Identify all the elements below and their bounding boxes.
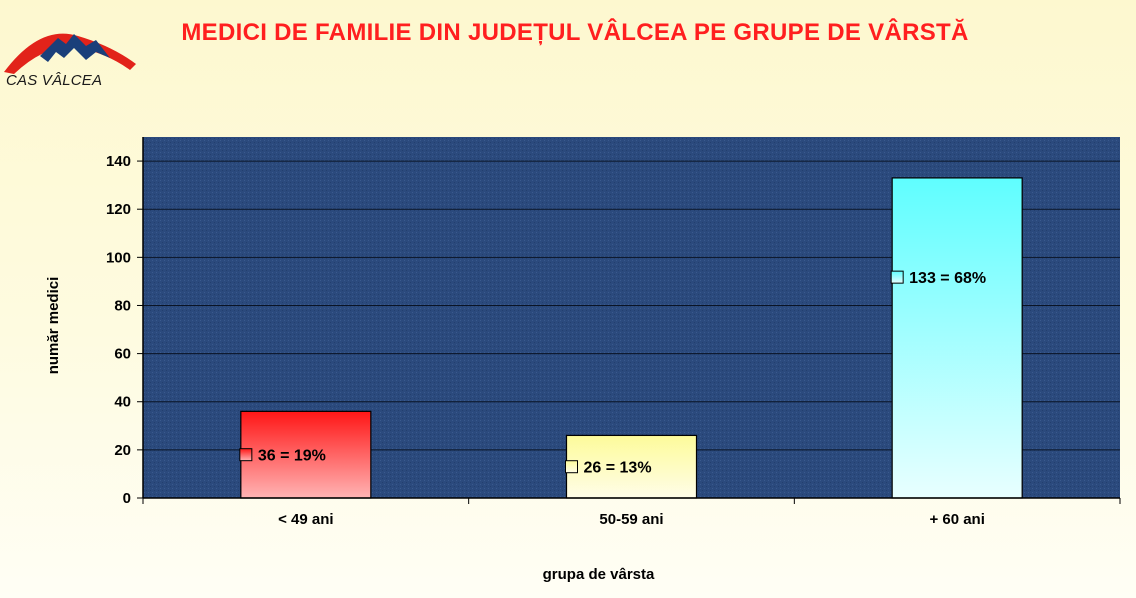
cas-valcea-logo — [4, 33, 136, 74]
y-tick-label: 120 — [106, 201, 131, 218]
chart-title: MEDICI DE FAMILIE DIN JUDEȚUL VÂLCEA PE … — [181, 19, 969, 46]
data-label-marker — [890, 270, 904, 284]
data-label: 133 = 68% — [909, 270, 986, 287]
x-tick-labels: < 49 ani 50-59 ani + 60 ani — [278, 511, 985, 528]
data-label-marker — [239, 448, 253, 462]
x-tick-label: 50-59 ani — [599, 511, 663, 528]
x-axis-title: grupa de vârsta — [543, 566, 655, 583]
axes — [137, 137, 1121, 504]
data-label: 26 = 13% — [584, 460, 652, 477]
y-tick-labels: 0 20 40 60 80 100 120 140 — [106, 153, 131, 507]
bar — [891, 177, 1023, 499]
y-tick-label: 140 — [106, 153, 131, 170]
y-tick-label: 100 — [106, 249, 131, 266]
data-label-marker — [565, 460, 578, 474]
y-tick-label: 80 — [114, 297, 131, 314]
y-tick-label: 20 — [114, 442, 131, 459]
y-tick-label: 60 — [114, 346, 131, 363]
logo-text: CAS VÂLCEA — [6, 72, 103, 89]
x-tick-label: + 60 ani — [929, 511, 984, 528]
x-tick-label: < 49 ani — [278, 511, 333, 528]
y-tick-label: 40 — [114, 394, 131, 411]
data-labels: 36 = 19% 26 = 13% 133 = 68% — [239, 270, 986, 477]
data-label: 36 = 19% — [258, 448, 326, 465]
bar — [240, 410, 372, 499]
y-tick-label: 0 — [123, 490, 131, 507]
y-axis-title: număr medici — [45, 277, 62, 375]
bars — [240, 177, 1023, 499]
